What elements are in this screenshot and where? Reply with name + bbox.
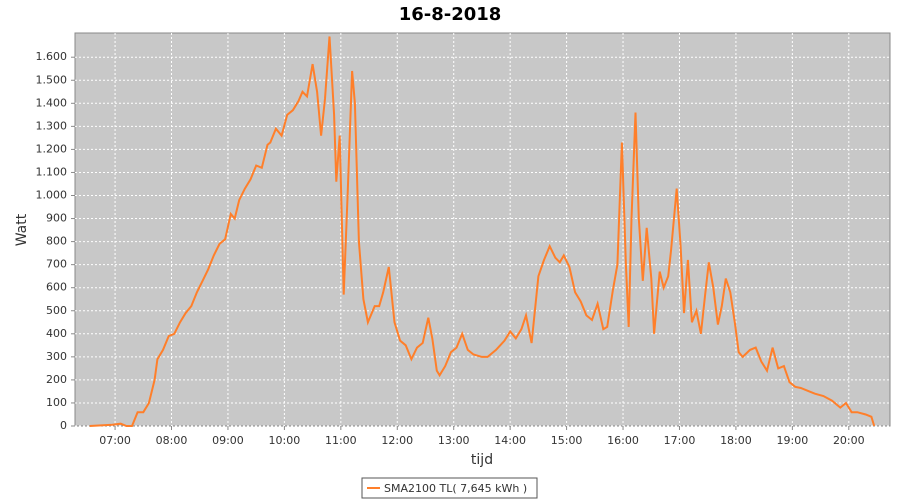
y-tick-label: 800	[46, 235, 67, 248]
y-tick-label: 600	[46, 281, 67, 294]
y-tick-label: 400	[46, 327, 67, 340]
chart-title: 16-8-2018	[399, 4, 502, 25]
y-tick-label: 500	[46, 304, 67, 317]
legend-label: SMA2100 TL( 7,645 kWh )	[384, 482, 527, 495]
y-tick-label: 1.200	[36, 142, 68, 155]
plot-area	[74, 32, 891, 427]
y-tick-label: 200	[46, 373, 67, 386]
y-tick-label: 1.400	[36, 96, 68, 109]
y-tick-label: 900	[46, 212, 67, 225]
x-tick-label: 16:00	[607, 434, 639, 447]
x-tick-label: 13:00	[438, 434, 470, 447]
y-tick-label: 300	[46, 350, 67, 363]
y-tick-label: 1.500	[36, 73, 68, 86]
x-tick-label: 15:00	[551, 434, 583, 447]
y-tick-label: 100	[46, 396, 67, 409]
y-tick-label: 700	[46, 258, 67, 271]
x-tick-label: 19:00	[777, 434, 809, 447]
y-tick-label: 1.000	[36, 189, 68, 202]
x-tick-label: 09:00	[212, 434, 244, 447]
x-tick-label: 20:00	[833, 434, 865, 447]
x-tick-label: 18:00	[720, 434, 752, 447]
y-tick-label: 1.300	[36, 119, 68, 132]
x-axis-label: tijd	[471, 452, 493, 468]
x-tick-label: 14:00	[494, 434, 526, 447]
x-tick-label: 11:00	[325, 434, 357, 447]
x-tick-label: 07:00	[99, 434, 131, 447]
x-tick-label: 12:00	[381, 434, 413, 447]
y-axis-label: Watt	[14, 213, 30, 246]
y-tick-label: 1.100	[36, 165, 68, 178]
x-tick-label: 17:00	[664, 434, 696, 447]
y-tick-label: 1.600	[36, 50, 68, 63]
x-tick-label: 10:00	[269, 434, 301, 447]
legend	[361, 477, 538, 499]
data-line	[89, 36, 876, 427]
x-tick-label: 08:00	[156, 434, 188, 447]
y-tick-label: 0	[60, 419, 67, 432]
